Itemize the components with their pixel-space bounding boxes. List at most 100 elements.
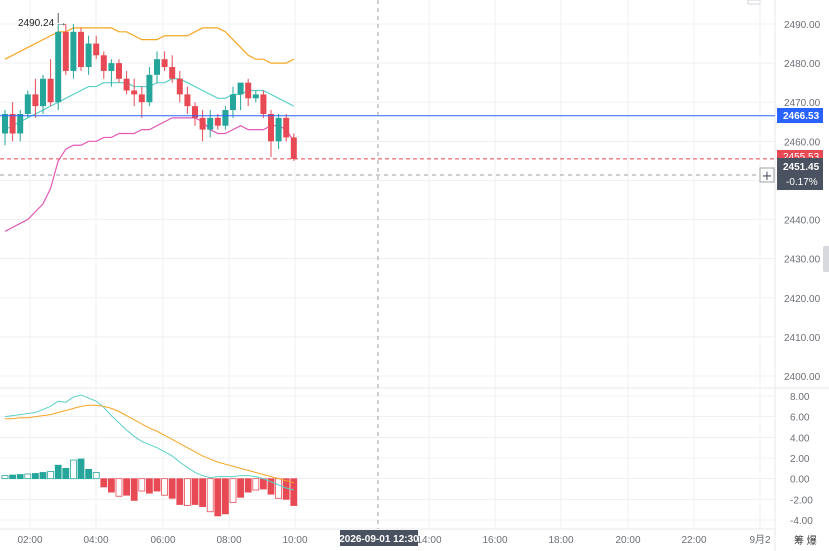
candle-body — [252, 94, 259, 99]
macd-tick-label: 8.00 — [790, 392, 810, 403]
candle-body — [138, 94, 145, 103]
bollinger-bands — [4, 27, 295, 232]
macd-histogram-bar — [244, 478, 252, 493]
bollinger-lower-line — [4, 117, 295, 232]
macd-histogram-bar — [123, 478, 130, 496]
crosshair-price-label: 2451.45 — [783, 162, 820, 173]
macd-histogram-bar — [199, 478, 207, 507]
macd-histogram-bar — [237, 478, 245, 498]
plus-icon: + — [762, 169, 773, 184]
blue-line-label: 2466.53 — [783, 111, 820, 122]
signal-line — [5, 404, 294, 484]
macd-histogram-bar — [290, 478, 298, 506]
candle-body — [169, 67, 176, 79]
macd-tick-label: -2.00 — [790, 495, 813, 506]
crosshair-time-tag — [340, 530, 418, 546]
macd-histogram-bar — [92, 472, 100, 480]
time-tick-label: 08:00 — [216, 535, 241, 546]
last-price-label: 2455.53 — [783, 152, 820, 163]
candle-body — [230, 94, 236, 111]
candle-body — [290, 137, 297, 159]
macd-histogram-bar — [16, 474, 24, 480]
candle-body — [154, 59, 160, 75]
macd-histogram-bar — [161, 478, 169, 496]
macd-histogram-bar — [183, 478, 191, 506]
macd-tick-label: 4.00 — [790, 433, 810, 444]
macd-pane — [1, 394, 298, 517]
candle-body — [70, 31, 77, 71]
time-tick-label: 04:00 — [83, 535, 108, 546]
macd-histogram-bar — [267, 478, 275, 495]
candle-body — [222, 110, 229, 126]
macd-histogram-bar — [259, 478, 267, 490]
time-axis-ticks: 02:00 04:00 06:00 08:00 10:00 14:00 16:00 18:00… — [17, 534, 771, 546]
macd-histogram-bar — [100, 478, 108, 488]
candle-body — [108, 63, 115, 71]
macd-histogram-bar — [70, 459, 77, 480]
scroll-right-handle[interactable] — [823, 246, 829, 272]
time-tick-label: 16:00 — [482, 535, 507, 546]
price-tick-label: 2460.00 — [784, 137, 821, 148]
macd-histogram-bar — [47, 471, 54, 480]
macd-histogram-bar — [176, 478, 184, 505]
macd-histogram-bar — [130, 478, 138, 501]
time-tick-label: 9月2 — [749, 534, 771, 546]
candle-body — [146, 74, 153, 103]
candle-body — [2, 113, 8, 134]
blue-line-tag — [777, 108, 823, 123]
macd-histogram-bar — [24, 473, 32, 480]
candle-body — [268, 113, 274, 142]
macd-axis-ticks: 8.00 6.00 4.00 2.00 0.00 -2.00 -4.00 — [790, 392, 813, 527]
add-alert-button[interactable] — [759, 167, 775, 183]
time-tick-label: 22:00 — [681, 535, 706, 546]
price-tick-label: 2410.00 — [784, 333, 821, 344]
time-tick-label: 10:00 — [282, 535, 307, 546]
macd-tick-label: 2.00 — [790, 454, 810, 465]
macd-tick-label: 0.00 — [790, 475, 810, 486]
macd-histogram-bar — [115, 478, 123, 497]
macd-histogram-bar — [32, 473, 39, 480]
candle-body — [184, 94, 191, 107]
time-tick-label: 06:00 — [150, 535, 175, 546]
candle-body — [199, 117, 206, 130]
price-axis-ticks: 2490.002480.002470.002460.002450.002440.… — [784, 20, 821, 383]
candle-body — [245, 82, 252, 99]
crosshair-change-label: -0.17% — [786, 177, 818, 188]
macd-histogram-bar — [9, 474, 17, 480]
high-price-marker: 2490.24 → — [18, 18, 67, 29]
macd-histogram-bar — [108, 478, 115, 493]
candles — [2, 24, 297, 161]
candle-body — [214, 117, 221, 126]
macd-histogram-bar — [206, 478, 214, 513]
macd-histogram-bar — [138, 478, 146, 492]
candle-body — [40, 78, 46, 107]
price-tick-label: 2470.00 — [784, 98, 821, 109]
price-tick-label: 2480.00 — [784, 59, 821, 70]
macd-histogram-bar — [153, 478, 161, 492]
candle-body — [161, 59, 168, 68]
candle-body — [93, 43, 100, 56]
candle-body — [78, 31, 84, 68]
macd-histogram-bar — [214, 478, 222, 517]
macd-histogram-bar — [85, 468, 92, 480]
top-corner-box — [747, 0, 761, 5]
macd-histogram-bar — [252, 478, 260, 491]
price-tick-label: 2400.00 — [784, 372, 821, 383]
candle-body — [85, 43, 92, 68]
price-tick-label: 2440.00 — [784, 216, 821, 227]
time-tick-label: 14:00 — [416, 535, 441, 546]
candle-body — [207, 117, 214, 130]
crosshair-price-tag — [777, 158, 823, 190]
candle-body — [116, 63, 122, 79]
candle-body — [283, 117, 290, 138]
macd-histogram-bar — [54, 464, 62, 480]
macd-histogram-bar — [77, 458, 85, 480]
price-tick-label: 2430.00 — [784, 255, 821, 266]
candle-body — [192, 106, 198, 118]
candle-body — [176, 78, 183, 95]
price-tick-label: 2490.00 — [784, 20, 821, 31]
candle-body — [17, 113, 24, 134]
candle-body — [131, 90, 138, 95]
bottom-toolbar-label[interactable]: 筹 爆 — [794, 534, 817, 547]
